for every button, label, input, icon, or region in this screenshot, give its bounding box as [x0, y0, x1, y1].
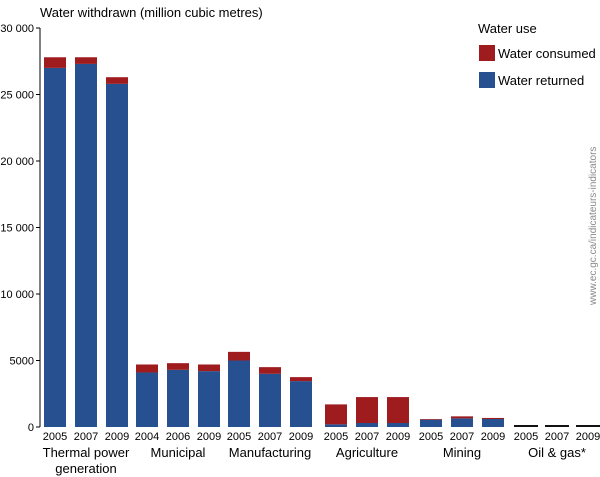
- bar-consumed: [356, 397, 378, 424]
- x-year-label: 2007: [450, 431, 474, 443]
- chart-title: Water withdrawn (million cubic metres): [40, 5, 263, 20]
- bar-returned: [198, 371, 220, 427]
- bar-returned: [356, 423, 378, 427]
- y-tick-label: 10 000: [0, 289, 34, 301]
- x-group-label: generation: [55, 461, 116, 476]
- y-tick-label: 20 000: [0, 156, 34, 168]
- y-tick-label: 15 000: [0, 223, 34, 235]
- legend-label-consumed: Water consumed: [498, 46, 596, 61]
- x-group-label: Agriculture: [336, 445, 398, 460]
- x-year-label: 2007: [74, 431, 98, 443]
- x-year-label: 2005: [419, 431, 443, 443]
- bar-returned: [75, 63, 97, 427]
- bar-returned: [290, 381, 312, 427]
- bar-returned: [325, 424, 347, 427]
- x-year-label: 2006: [166, 431, 190, 443]
- bar-total: [514, 425, 538, 427]
- x-year-label: 2005: [43, 431, 67, 443]
- y-tick-label: 5000: [10, 356, 34, 368]
- bar-returned: [482, 419, 504, 427]
- x-year-label: 2005: [227, 431, 251, 443]
- bar-consumed: [75, 57, 97, 64]
- legend-label-returned: Water returned: [498, 73, 584, 88]
- x-year-label: 2009: [576, 431, 600, 443]
- x-year-label: 2009: [289, 431, 313, 443]
- bar-consumed: [387, 397, 409, 424]
- x-year-label: 2009: [197, 431, 221, 443]
- x-year-label: 2004: [135, 431, 159, 443]
- legend: Water use Water consumed Water returned: [478, 21, 596, 88]
- legend-title: Water use: [478, 21, 537, 36]
- x-year-label: 2007: [355, 431, 379, 443]
- bar-returned: [106, 83, 128, 428]
- y-tick-label: 30 000: [0, 23, 34, 35]
- bar-returned: [420, 419, 442, 427]
- bar-consumed: [167, 363, 189, 370]
- bar-total: [576, 425, 600, 427]
- bar-consumed: [136, 364, 158, 373]
- bar-returned: [451, 418, 473, 427]
- plot-area: 0 5000 10 000 15 000 20 000 25 000 30 000 2005 2…: [0, 23, 600, 476]
- x-year-label: 2009: [386, 431, 410, 443]
- bar-consumed: [259, 367, 281, 374]
- x-group-label: Thermal power: [43, 445, 130, 460]
- bar-returned: [167, 369, 189, 427]
- y-tick-label: 25 000: [0, 90, 34, 102]
- y-tick-label: 0: [28, 422, 34, 434]
- bar-consumed: [228, 351, 250, 361]
- x-year-label: 2007: [258, 431, 282, 443]
- legend-swatch-consumed: [479, 45, 495, 61]
- bar-returned: [44, 67, 66, 428]
- bar-consumed: [198, 364, 220, 372]
- x-year-label: 2007: [545, 431, 569, 443]
- bar-returned: [136, 372, 158, 427]
- x-group-label: Oil & gas*: [528, 445, 586, 460]
- x-group-label: Mining: [443, 445, 481, 460]
- legend-swatch-returned: [479, 72, 495, 88]
- bar-total: [545, 425, 569, 427]
- bar-returned: [228, 360, 250, 427]
- bar-consumed: [451, 416, 473, 419]
- bar-consumed: [325, 404, 347, 425]
- bar-consumed: [290, 377, 312, 382]
- x-year-label: 2009: [481, 431, 505, 443]
- x-group-label: Manufacturing: [229, 445, 311, 460]
- bar-returned: [387, 423, 409, 427]
- x-year-label: 2005: [514, 431, 538, 443]
- x-year-label: 2009: [105, 431, 129, 443]
- bar-returned: [259, 373, 281, 427]
- bar-consumed: [106, 77, 128, 84]
- bar-consumed: [420, 419, 442, 420]
- x-year-label: 2005: [324, 431, 348, 443]
- bar-consumed: [44, 57, 66, 68]
- source-watermark: www.ec.gc.ca/indicateurs-indicators: [588, 147, 599, 306]
- bar-consumed: [482, 417, 504, 420]
- x-group-label: Municipal: [151, 445, 206, 460]
